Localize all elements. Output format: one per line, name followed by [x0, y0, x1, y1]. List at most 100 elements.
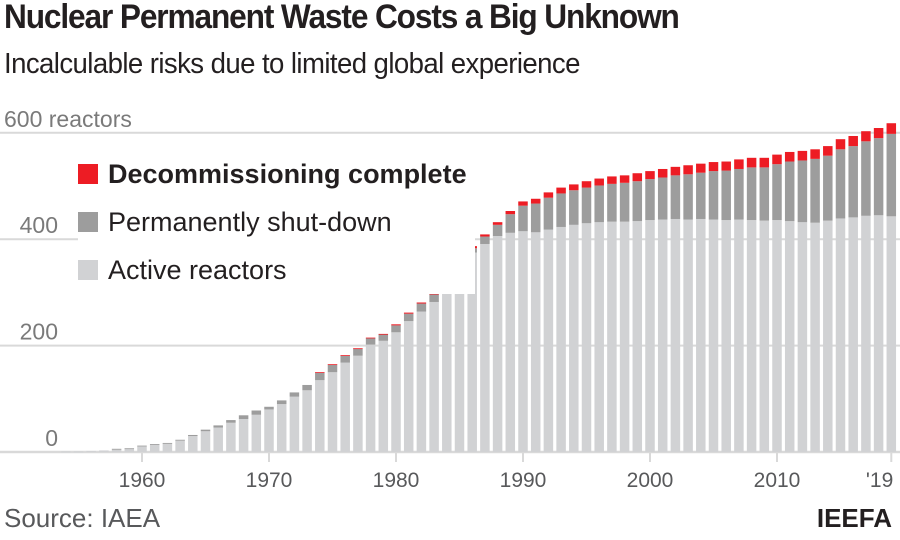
bar-segment-shutdown-1972	[289, 392, 300, 397]
bar-segment-active-1989	[505, 232, 516, 452]
bar-2014	[823, 146, 833, 452]
bar-segment-active-2008	[746, 220, 757, 452]
bar-segment-shutdown-1966	[213, 425, 223, 428]
bar-segment-decommissioned-2015	[835, 139, 846, 150]
bar-segment-decommissioned-1998	[619, 175, 630, 183]
bar-2008	[746, 157, 757, 452]
bar-segment-decommissioned-2016	[848, 135, 858, 147]
bar-segment-shutdown-2007	[734, 168, 744, 220]
bar-segment-shutdown-1987	[480, 236, 490, 244]
bar-2001	[657, 168, 668, 452]
bar-segment-active-1990	[518, 231, 528, 452]
bar-segment-active-1979	[378, 340, 389, 452]
x-tick-label: 2000	[627, 469, 674, 492]
bar-2019	[886, 123, 897, 452]
bar-1993	[556, 187, 566, 452]
bar-1978	[365, 337, 376, 452]
bar-segment-active-1984	[442, 287, 452, 452]
bar-segment-decommissioned-1993	[556, 187, 566, 194]
bar-segment-shutdown-2018	[873, 138, 884, 216]
legend: Decommissioning complete Permanently shu…	[78, 150, 475, 294]
bar-segment-decommissioned-2014	[823, 146, 833, 156]
bar-segment-shutdown-1975	[327, 364, 338, 373]
bar-segment-active-1992	[543, 229, 554, 452]
bar-segment-active-2019	[886, 216, 897, 452]
bar-segment-decommissioned-2018	[873, 128, 884, 139]
bar-segment-decommissioned-2009	[759, 157, 770, 168]
bar-segment-shutdown-1988	[492, 224, 503, 237]
bar-segment-shutdown-1990	[518, 205, 528, 232]
bar-segment-active-2006	[721, 220, 731, 452]
bar-segment-decommissioned-2005	[708, 162, 719, 172]
bar-1990	[518, 201, 528, 452]
bar-1979	[378, 333, 389, 452]
bar-segment-active-2009	[759, 220, 770, 452]
bar-segment-shutdown-2002	[670, 175, 681, 219]
bar-segment-decommissioned-1994	[569, 184, 579, 191]
bar-segment-active-1971	[276, 404, 287, 452]
bar-segment-active-1968	[238, 419, 249, 452]
bars	[61, 123, 897, 453]
bar-2011	[784, 151, 795, 452]
bar-segment-active-1983	[429, 301, 439, 452]
bar-segment-shutdown-1982	[416, 303, 427, 312]
bar-segment-shutdown-2001	[657, 177, 668, 220]
bar-segment-shutdown-1962	[162, 442, 173, 444]
bar-segment-active-1999	[632, 221, 643, 452]
bar-segment-shutdown-2010	[772, 164, 782, 221]
bar-segment-decommissioned-2002	[670, 166, 681, 176]
bar-2003	[683, 165, 693, 452]
bar-segment-active-2011	[784, 221, 795, 452]
bar-segment-decommissioned-1979	[378, 333, 389, 335]
y-axis-ticks: 0 200 400 600 reactors	[4, 106, 132, 451]
bar-segment-shutdown-2019	[886, 133, 897, 217]
bar-segment-active-2018	[873, 215, 884, 452]
bar-1994	[569, 184, 579, 452]
bar-segment-shutdown-1964	[188, 434, 198, 437]
bar-segment-active-1994	[569, 224, 579, 452]
bar-1965	[200, 429, 211, 452]
x-tick-label: 1960	[119, 469, 166, 492]
bar-1991	[530, 198, 541, 452]
y-tick-label: 0	[45, 425, 58, 451]
legend-swatch-active	[78, 260, 98, 280]
bar-segment-active-2014	[823, 220, 833, 452]
bar-segment-active-1980	[391, 332, 401, 452]
bar-segment-decommissioned-2019	[886, 123, 897, 134]
bar-segment-active-1974	[315, 380, 325, 452]
bar-1961	[149, 444, 160, 452]
bar-segment-decommissioned-2006	[721, 161, 731, 171]
x-axis-ticks: 1960 1970 1980 1990 2000 2010 '19	[119, 452, 893, 492]
bar-1977	[353, 348, 363, 452]
bar-segment-active-1966	[213, 427, 223, 452]
bar-segment-active-1967	[226, 422, 236, 452]
bar-2005	[708, 162, 719, 452]
bar-segment-active-1986	[467, 252, 477, 452]
bar-2006	[721, 161, 731, 452]
bar-segment-shutdown-1958	[111, 448, 122, 450]
bar-segment-shutdown-1969	[251, 410, 262, 415]
bar-segment-active-1969	[251, 414, 262, 452]
bar-segment-active-1963	[175, 440, 185, 452]
bar-segment-decommissioned-1999	[632, 173, 643, 182]
bar-segment-decommissioned-2004	[696, 163, 706, 173]
bar-segment-decommissioned-1980	[391, 324, 401, 326]
bar-segment-shutdown-1973	[302, 384, 312, 391]
bar-segment-shutdown-2015	[835, 149, 846, 219]
legend-label: Active reactors	[108, 254, 287, 285]
bar-segment-decommissioned-2012	[797, 150, 808, 161]
bar-2015	[835, 139, 846, 452]
bar-segment-shutdown-1979	[378, 334, 389, 341]
bar-segment-active-1955	[73, 451, 84, 453]
legend-item-shutdown: Permanently shut-down	[78, 198, 467, 246]
bar-segment-decommissioned-1982	[416, 302, 427, 304]
bar-segment-decommissioned-2010	[772, 154, 782, 165]
bar-1962	[162, 442, 173, 452]
bar-1998	[619, 175, 630, 452]
bar-segment-shutdown-1992	[543, 197, 554, 230]
bar-2007	[734, 159, 744, 452]
bar-segment-active-1957	[99, 450, 109, 452]
bar-segment-decommissioned-1987	[480, 234, 490, 237]
bar-2013	[810, 149, 820, 452]
